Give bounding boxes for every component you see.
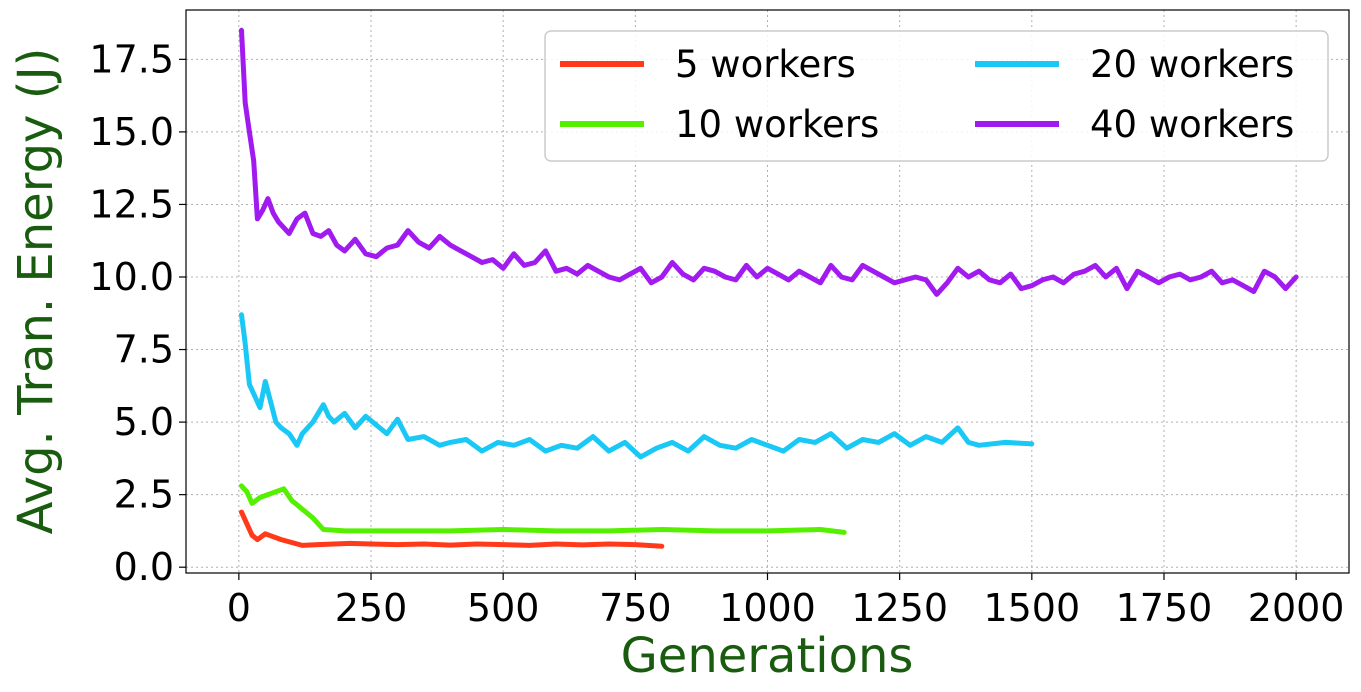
legend-label: 5 workers xyxy=(675,43,856,86)
y-tick-label: 12.5 xyxy=(89,182,174,226)
y-axis-label: Avg. Tran. Energy (J) xyxy=(8,48,64,535)
x-tick-label: 1500 xyxy=(983,586,1080,630)
y-tick-label: 15.0 xyxy=(89,110,174,154)
series-line-1 xyxy=(239,509,665,549)
x-tick-label: 500 xyxy=(467,586,540,630)
x-tick-label: 1250 xyxy=(851,586,948,630)
x-tick-label: 1000 xyxy=(719,586,816,630)
legend-box xyxy=(544,30,1329,162)
y-tick-label: 0.0 xyxy=(114,545,174,589)
y-tick-label: 17.5 xyxy=(89,37,174,81)
y-tick-label: 5.0 xyxy=(114,400,174,444)
y-tick-label: 10.0 xyxy=(89,255,174,299)
x-axis-label: Generations xyxy=(621,628,914,684)
series-layer xyxy=(239,27,1299,549)
legend-label: 40 workers xyxy=(1090,103,1294,146)
series-line-2 xyxy=(239,483,847,535)
x-tick-label: 1750 xyxy=(1116,586,1213,630)
x-tick-label: 2000 xyxy=(1248,586,1345,630)
x-tick-label: 250 xyxy=(335,586,408,630)
axis-ticks: 0 250 500 750 1000 1250 1500 1750 2000 0.0 2.5 5.0 7… xyxy=(89,37,1344,630)
legend-label: 20 workers xyxy=(1090,43,1294,86)
x-tick-label: 0 xyxy=(227,586,251,630)
y-tick-label: 7.5 xyxy=(114,328,174,372)
x-tick-label: 750 xyxy=(599,586,672,630)
y-tick-label: 2.5 xyxy=(114,473,174,517)
series-line-4 xyxy=(239,27,1299,297)
series-line-3 xyxy=(239,312,1035,460)
legend: 5 workers 10 workers 20 workers 40 workers xyxy=(544,30,1329,162)
legend-label: 10 workers xyxy=(675,103,879,146)
